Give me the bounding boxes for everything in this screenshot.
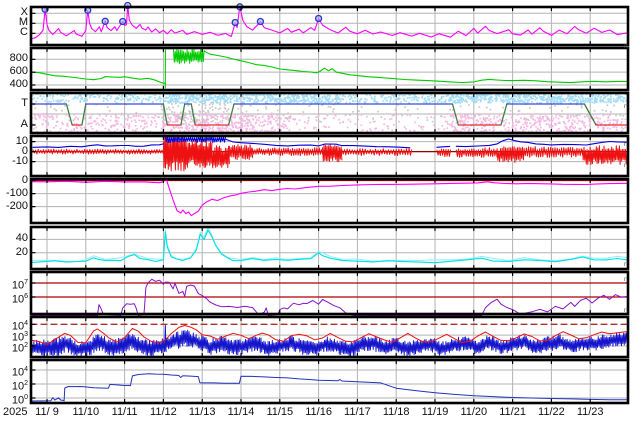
- x-axis: 2025 11/ 9 11/10 11/11 11/12 11/13 11/14 11/15…: [0, 404, 634, 422]
- x-tick-label: 11/20: [460, 406, 488, 418]
- solar-wind-speed: [30, 49, 629, 89]
- xray-flux: [30, 4, 629, 40]
- x-tick-label: 11/13: [188, 406, 216, 418]
- y-tick-label: -200: [5, 199, 28, 212]
- panel-pbot: [29, 358, 630, 405]
- rt-label: rt: [624, 44, 628, 50]
- x-tick-label: 11/19: [421, 406, 449, 418]
- x-tick-label: 11/23: [576, 406, 604, 418]
- y-tick-label: C: [20, 26, 28, 39]
- station-dots-cyan: [30, 93, 629, 104]
- x-tick-label: 11/16: [305, 406, 332, 418]
- y-tick-label: A: [20, 118, 28, 130]
- y-tick-label: 800: [9, 52, 28, 65]
- y-tick-label: M: [18, 16, 28, 29]
- x-tick-label: 11/17: [344, 406, 371, 418]
- x-tick-label: 11/12: [150, 406, 177, 418]
- panel-proton: [29, 270, 630, 316]
- x-tick-label: 11/10: [72, 406, 100, 418]
- rt-label: rt: [624, 163, 628, 169]
- shock-spike: [164, 324, 167, 352]
- density: [30, 229, 629, 264]
- x-tick-label: 11/11: [111, 406, 138, 418]
- y-tick-label: -100: [5, 186, 28, 199]
- y-tick-label: 106: [11, 293, 28, 306]
- panel-xray: [29, 1, 630, 47]
- density-light: [30, 226, 629, 262]
- x-tick-label: 11/21: [499, 406, 526, 418]
- proton-flux: [30, 278, 629, 316]
- rt-label: rt: [624, 142, 628, 148]
- bt-total: [32, 138, 629, 149]
- y-tick-label: 103: [11, 331, 28, 344]
- dst-index: [30, 177, 629, 217]
- y-tick-label: 0: [21, 144, 28, 157]
- y-tick-label: 10: [15, 134, 28, 147]
- x-tick-label: 11/22: [538, 406, 565, 418]
- x-tick-label: 11/15: [266, 406, 294, 418]
- y-tick-label: T: [21, 97, 28, 109]
- x-tick-label: 11/18: [382, 406, 410, 418]
- y-tick-label: 104: [11, 320, 28, 333]
- rt-label: rt: [624, 104, 628, 110]
- y-tick-label: 100: [11, 394, 28, 407]
- y-tick-label: -10: [12, 154, 28, 167]
- panel-speed: [29, 46, 630, 92]
- speed-storm-noise: [173, 48, 205, 65]
- y-tick-label: 0: [21, 173, 28, 186]
- panel-bfield: [29, 133, 630, 178]
- bt-storm-noise: [164, 135, 226, 144]
- y-tick-label: 104: [11, 366, 28, 379]
- y-tick-label: 20: [15, 245, 28, 258]
- y-tick-label: 400: [9, 78, 28, 90]
- station-dots-gray: [31, 101, 625, 123]
- x-axis-year-label: 2025: [3, 406, 28, 418]
- x-tick-label: 11/14: [227, 406, 255, 418]
- x-tick-label: 11/ 9: [35, 406, 59, 418]
- panel-dens: [29, 225, 630, 271]
- panel-cond: [29, 91, 630, 135]
- y-tick-label: 102: [11, 341, 28, 355]
- panel-elec: [29, 315, 630, 359]
- y-tick-label: 40: [15, 232, 28, 245]
- bz-noise: [32, 133, 629, 172]
- rt-label: rt: [624, 262, 628, 268]
- rt-label: rt: [624, 308, 628, 314]
- panel-dst: [29, 177, 630, 225]
- station-dots-pink: [30, 113, 627, 133]
- activity-level: [30, 103, 629, 126]
- y-tick-label: X: [20, 6, 28, 19]
- rt-label: rt: [624, 277, 628, 283]
- electron-red: [30, 325, 629, 345]
- y-tick-label: 600: [9, 65, 28, 78]
- y-tick-label: 102: [11, 380, 28, 393]
- integrated-flux: [30, 373, 629, 402]
- electron-blue: [30, 329, 629, 358]
- y-tick-label: 107: [11, 279, 28, 292]
